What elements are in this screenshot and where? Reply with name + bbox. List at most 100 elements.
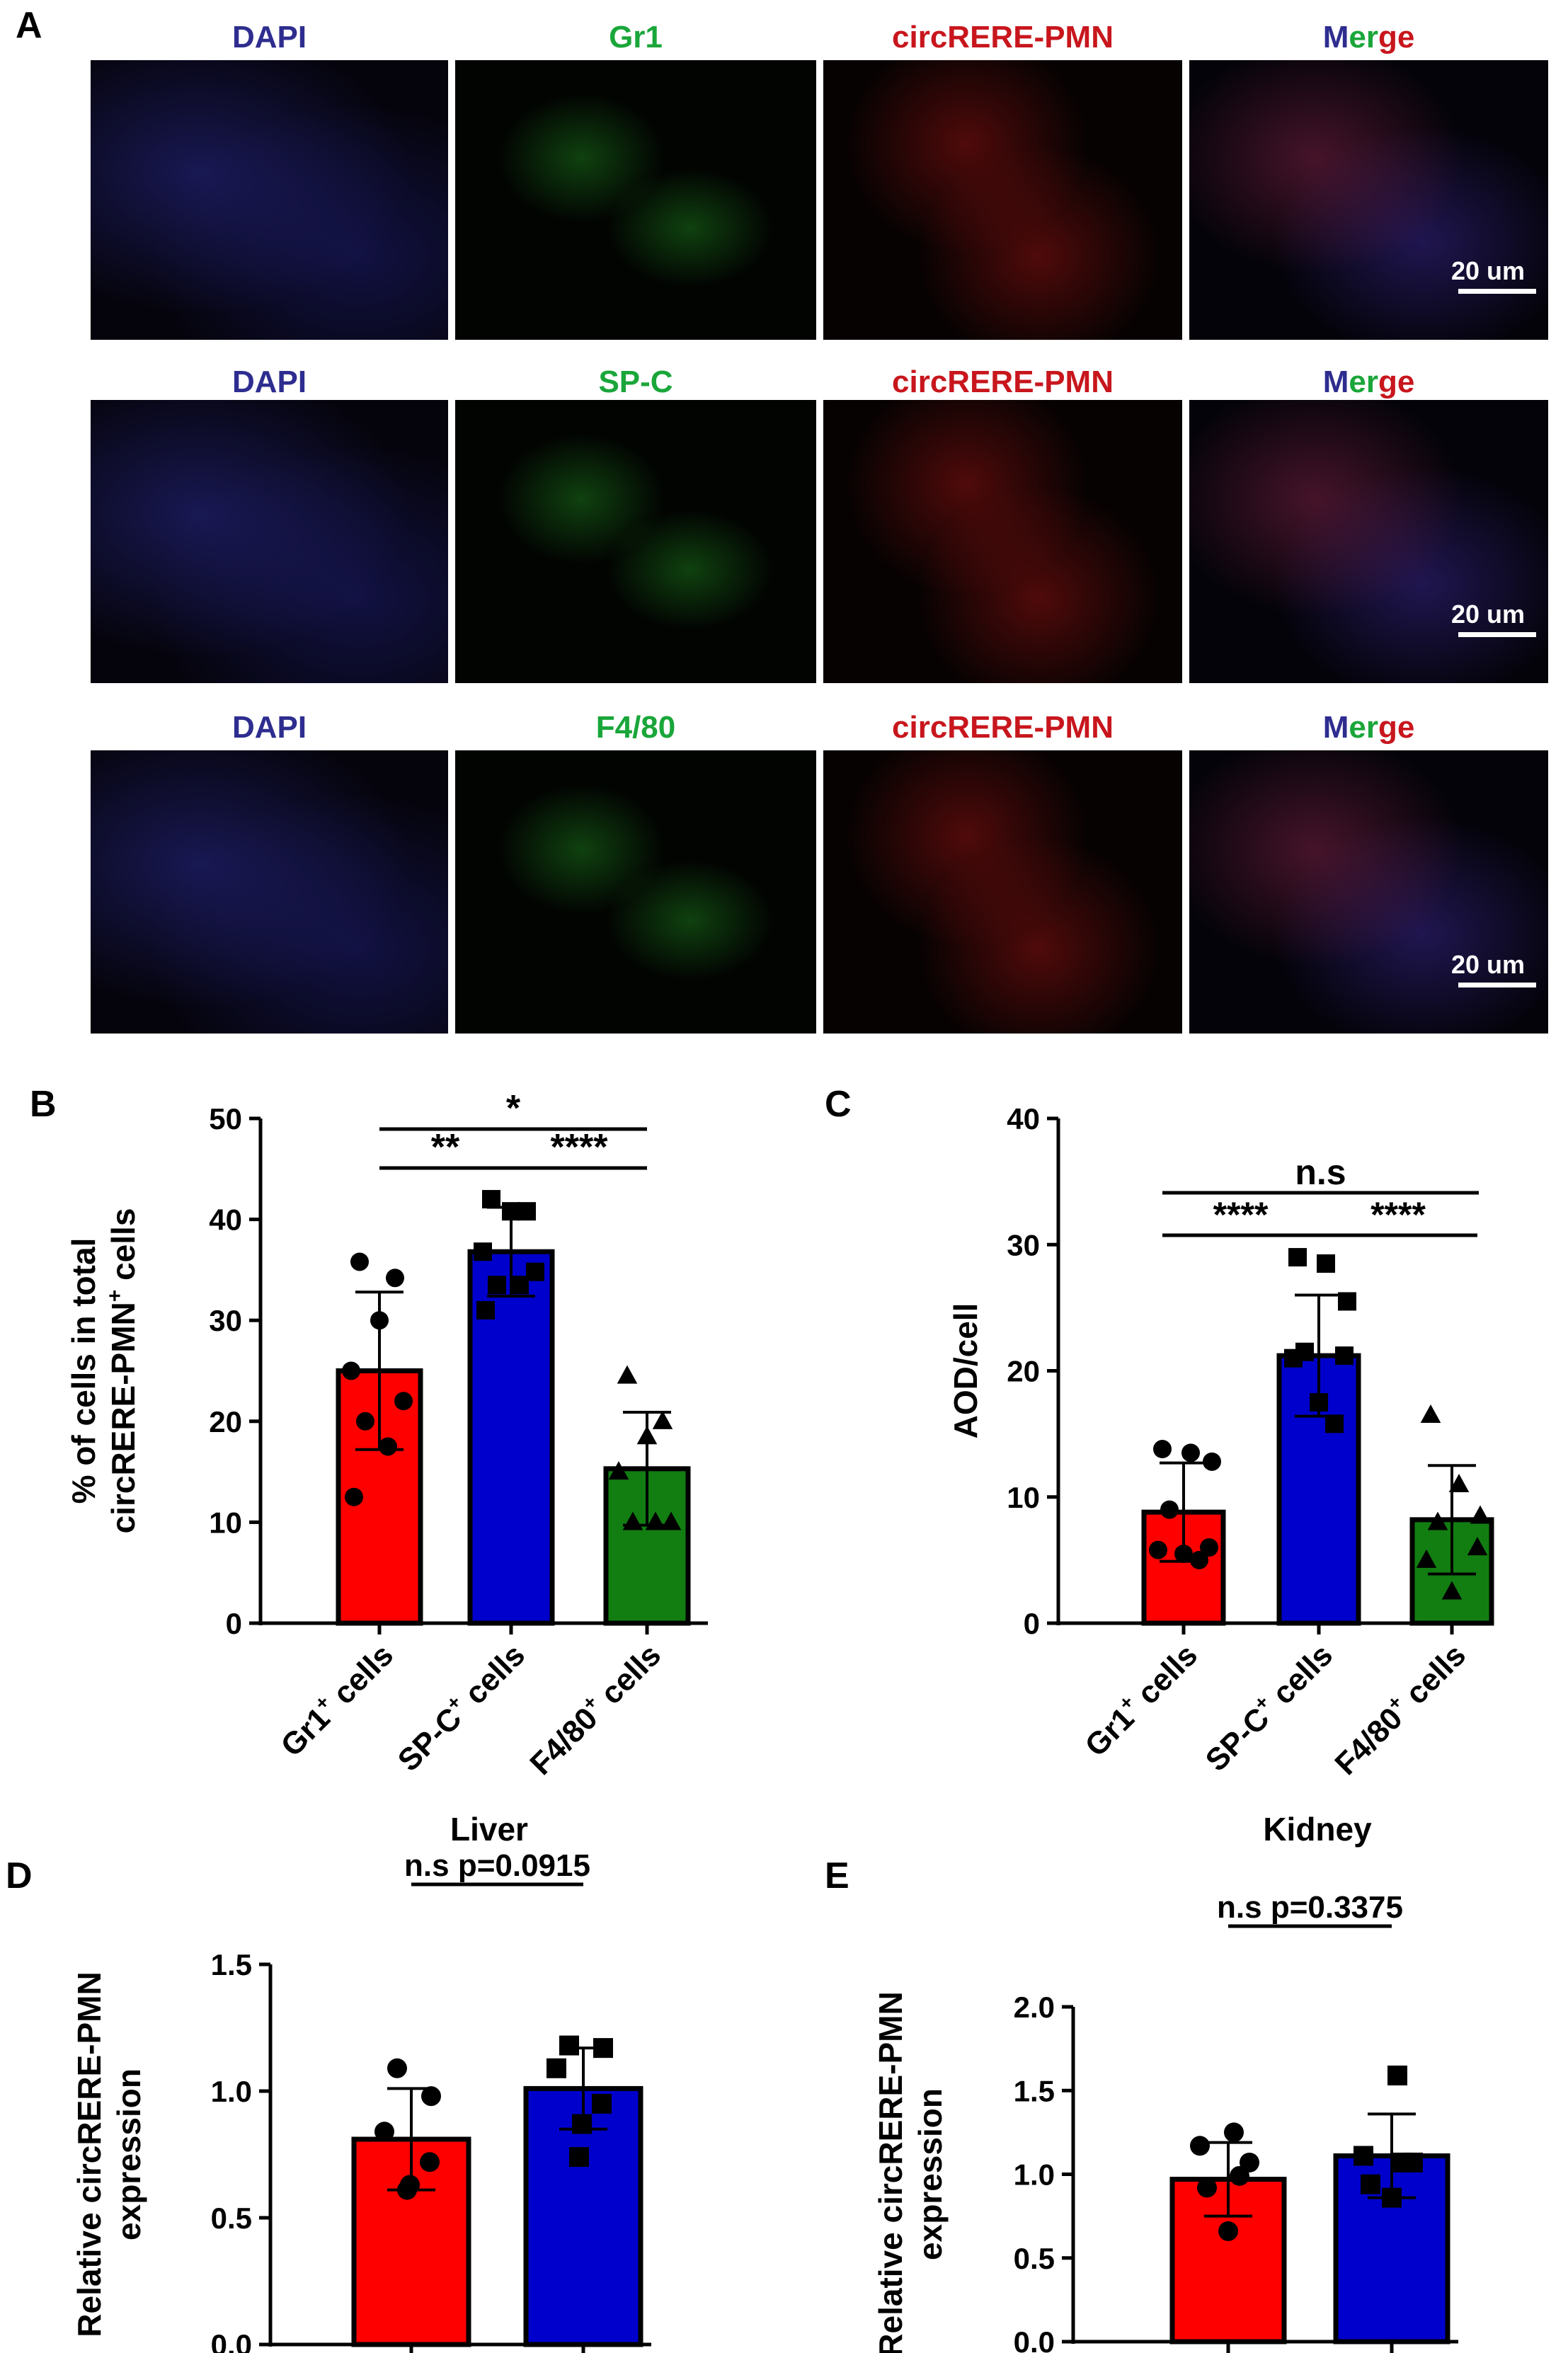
micrograph-red-row2 [823, 400, 1182, 683]
y-tick-label: 40 [1007, 1102, 1040, 1135]
data-point [421, 2086, 441, 2107]
data-point [517, 1202, 536, 1221]
data-point [1317, 1254, 1335, 1273]
micrograph-red-row1 [823, 60, 1182, 340]
significance-label: * [506, 1088, 521, 1129]
x-tick-label-tail: cells [588, 1637, 668, 1717]
data-point [510, 1276, 529, 1295]
chart-title: Kidney [1263, 1811, 1372, 1848]
y-axis-label: AOD/cell [947, 1303, 984, 1439]
data-point [1149, 1540, 1167, 1559]
data-point [1393, 2152, 1413, 2172]
x-tick-label-group: SP-C+ cells [391, 1637, 532, 1777]
channel-label-merge-row1: Merge [1189, 20, 1548, 55]
x-tick-label-group: F4/80+ cells [1327, 1636, 1472, 1782]
merge-label-part: er [1349, 365, 1378, 399]
y-axis-label-line2-main: circRERE-PMN [105, 1302, 142, 1533]
scale-bar-label: 20 um [1451, 256, 1526, 285]
data-point [1203, 1452, 1221, 1471]
data-point [559, 2035, 579, 2056]
data-point [1467, 1537, 1488, 1556]
y-tick-label: 30 [1007, 1228, 1040, 1261]
merge-label-part: ge [1378, 365, 1415, 399]
y-axis-label-line2: expression [912, 2088, 949, 2260]
scale-bar-label: 20 um [1451, 600, 1526, 629]
channel-label-green-row1: Gr1 [609, 20, 663, 55]
data-point [617, 1365, 638, 1384]
y-tick-label: 0.5 [1014, 2242, 1055, 2275]
micrograph-dapi-row3 [91, 750, 448, 1034]
x-tick-label-tail: cells [1125, 1637, 1204, 1717]
x-tick-label: F4/80+ cells [1327, 1636, 1472, 1782]
merge-label-part: M [1322, 710, 1349, 745]
y-tick-label: 30 [209, 1304, 242, 1337]
data-point [1387, 2065, 1407, 2085]
data-point [394, 1392, 413, 1411]
x-tick-label-tail: cells [321, 1637, 400, 1717]
micrograph-green-row1 [455, 60, 816, 340]
data-point [652, 1410, 673, 1429]
data-point [1200, 1538, 1218, 1557]
merge-label-part: M [1322, 365, 1349, 399]
y-axis-label-line1: Relative circRERE-PMN [71, 1971, 108, 2337]
y-tick-label: 0.5 [211, 2202, 252, 2235]
data-point [482, 1190, 500, 1209]
data-point [1427, 1511, 1448, 1530]
scale-bar [1458, 289, 1536, 294]
data-point [1224, 2122, 1244, 2143]
merge-label-part: M [1322, 20, 1349, 55]
data-point [1153, 1440, 1172, 1459]
y-tick-label: 0.0 [211, 2328, 252, 2353]
data-point [1288, 1248, 1307, 1267]
x-tick-label: F4/80+ cells [522, 1636, 668, 1782]
data-point [1190, 2136, 1210, 2156]
x-tick-label-group: SP-C+ cells [1199, 1637, 1339, 1777]
data-point [1354, 2146, 1373, 2166]
data-point [350, 1252, 369, 1271]
data-point [356, 1412, 374, 1431]
y-axis-label-line1: Relative circRERE-PMN [872, 1991, 909, 2353]
micrograph-dapi-row2 [91, 400, 448, 683]
significance-label: **** [1370, 1195, 1426, 1235]
data-point [1470, 1505, 1491, 1524]
data-point [569, 2147, 589, 2168]
y-tick-label: 20 [1007, 1355, 1040, 1388]
y-tick-label: 1.0 [1014, 2158, 1055, 2192]
scale-bar [1458, 983, 1536, 987]
significance-label: ** [431, 1127, 460, 1168]
panel-letter-d: D [6, 1855, 33, 1896]
channel-label-dapi-row3: DAPI [231, 710, 307, 745]
channel-label-green-row3: F4/80 [595, 710, 676, 745]
y-tick-label: 1.5 [1014, 2074, 1055, 2107]
micrograph-green-row3 [455, 750, 816, 1034]
y-tick-label: 0.0 [1014, 2325, 1055, 2353]
y-axis-label-group: Relative circRERE-PMN expression [71, 1971, 147, 2337]
y-axis-label-line2-main: expression [912, 2088, 949, 2260]
data-point [1181, 1443, 1200, 1462]
y-tick-label: 10 [209, 1506, 242, 1539]
y-tick-label: 20 [209, 1405, 242, 1438]
data-point [1416, 1549, 1437, 1568]
y-axis-label-line1: % of cells in total [65, 1238, 102, 1504]
panel-letter-b: B [30, 1084, 57, 1125]
channel-label-merge-row2: Merge [1189, 365, 1548, 400]
y-axis-label-group: Relative circRERE-PMN expression [872, 1991, 949, 2353]
x-tick-label-tail: cells [1393, 1637, 1472, 1717]
channel-label-red-row1: circRERE-PMN [892, 20, 1114, 55]
y-tick-label: 0 [1024, 1607, 1040, 1640]
panel-letter-a: A [16, 5, 42, 46]
y-axis-label-line2: expression [110, 2068, 147, 2240]
y-axis-label-tail: cells [105, 1208, 142, 1290]
panel-letter-c: C [825, 1084, 852, 1125]
y-axis-label-line2: circRERE-PMN+ cells [103, 1208, 142, 1534]
micrograph-merge-row1 [1189, 60, 1548, 340]
y-tick-label: 10 [1007, 1481, 1040, 1514]
channel-label-red-row3: circRERE-PMN [892, 710, 1114, 745]
panel-letter-e: E [825, 1855, 849, 1896]
micrograph-merge-row2 [1189, 400, 1548, 683]
y-tick-label: 0 [226, 1607, 242, 1640]
merge-label-part: er [1349, 710, 1378, 745]
